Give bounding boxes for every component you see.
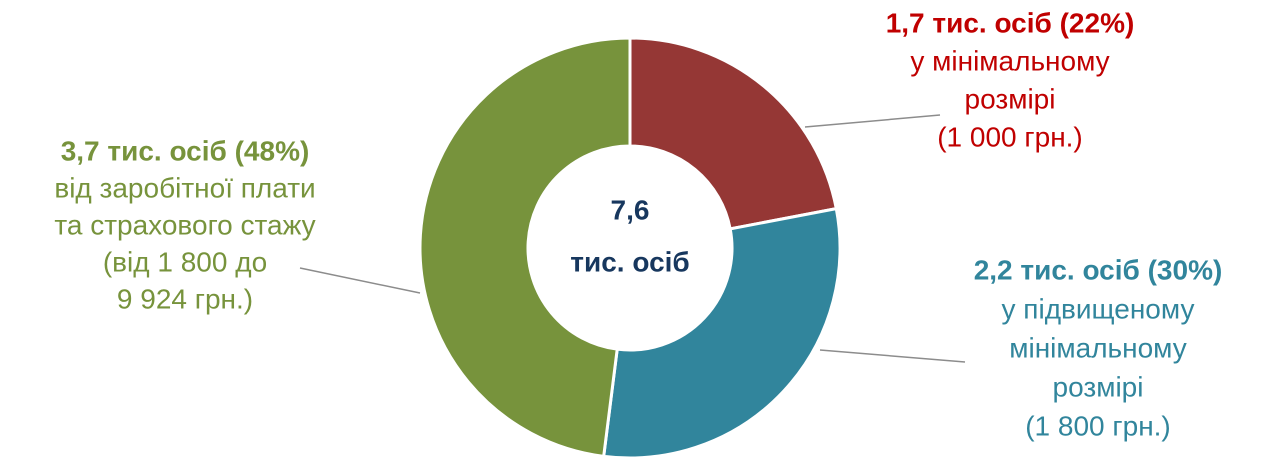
category-label: у підвищеному — [1002, 293, 1195, 324]
category-label: (1 800 грн.) — [1025, 410, 1171, 441]
category-label: розмірі — [1053, 371, 1144, 402]
category-label: (від 1 800 до — [103, 246, 267, 277]
category-label: розмірі — [965, 83, 1056, 114]
leader-line — [299, 267, 421, 294]
leader-line — [819, 349, 966, 363]
value-label: 2,2 тис. осіб (30%) — [974, 254, 1223, 285]
category-label: (1 000 грн.) — [937, 121, 1083, 152]
slice — [418, 36, 632, 458]
center-total: 7,6 — [611, 194, 650, 225]
category-label: мінімальному — [1009, 332, 1187, 363]
category-label: та страхового стажу — [54, 209, 315, 240]
value-label: 1,7 тис. осіб (22%) — [886, 7, 1135, 38]
category-label: у мінімальному — [910, 45, 1109, 76]
value-label: 3,7 тис. осіб (48%) — [61, 135, 310, 166]
category-label: від заробітної плати — [54, 172, 315, 203]
category-label: 9 924 грн.) — [117, 283, 253, 314]
leader-line — [804, 114, 941, 128]
slice — [628, 36, 839, 231]
center-unit: тис. осіб — [570, 246, 689, 277]
